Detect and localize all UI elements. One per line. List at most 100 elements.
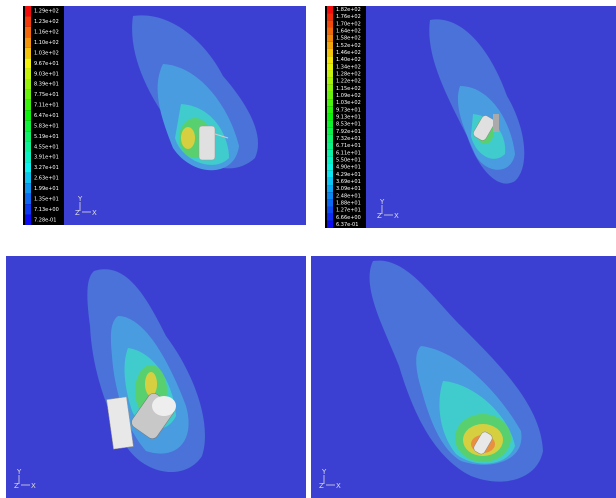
triad-label: Z	[14, 482, 19, 490]
colorbar-swatch	[25, 79, 31, 89]
colorbar-swatch	[327, 6, 333, 13]
colorbar-label: 5.19e+01	[34, 134, 59, 140]
colorbar-swatch	[327, 192, 333, 199]
cylinder	[199, 126, 215, 160]
colorbar-label: 7.13e+00	[34, 207, 59, 213]
colorbar-swatch	[25, 16, 31, 26]
colorbar-swatch	[327, 99, 333, 106]
colorbar-swatch	[327, 113, 333, 120]
colorbar-swatch	[25, 121, 31, 131]
triad-label: X	[31, 482, 36, 490]
colorbar-label: 7.11e+01	[34, 103, 59, 109]
colorbar-label: 6.11e+01	[336, 150, 361, 156]
contour-panel: 1.82e+021.76e+021.70e+021.64e+021.58e+02…	[325, 6, 616, 228]
colorbar-label: 1.10e+02	[34, 40, 59, 46]
colorbar-label: 7.28e-01	[34, 217, 56, 223]
triad-label: Z	[75, 209, 80, 217]
colorbar-swatch	[327, 207, 333, 214]
colorbar-swatch	[25, 131, 31, 141]
colorbar-label: 1.46e+02	[336, 50, 361, 56]
contour-panel: 1.29e+021.23e+021.16e+021.10e+021.03e+02…	[23, 6, 306, 225]
colorbar-swatch	[327, 149, 333, 156]
colorbar-label: 9.03e+01	[34, 71, 59, 77]
colorbar-swatch	[327, 56, 333, 63]
colorbar-swatch	[25, 58, 31, 68]
colorbar-label: 9.13e+01	[336, 115, 361, 121]
colorbar-label: 1.34e+02	[336, 64, 361, 70]
triad-label: Y	[77, 195, 83, 203]
colorbar-swatch	[327, 164, 333, 171]
colorbar-swatch	[327, 142, 333, 149]
colorbar-label: 1.23e+02	[34, 19, 59, 25]
triad-label: X	[92, 209, 97, 217]
colorbar-swatch	[327, 171, 333, 178]
colorbar-swatch	[327, 63, 333, 70]
triad-label: Y	[379, 198, 385, 206]
colorbar-label: 1.16e+02	[34, 30, 59, 36]
triad-label: Z	[319, 482, 324, 490]
triad-label: Z	[377, 212, 382, 220]
colorbar-swatch	[25, 183, 31, 193]
colorbar-label: 1.52e+02	[336, 43, 361, 49]
colorbar-label: 4.29e+01	[336, 172, 361, 178]
colorbar-swatch	[327, 78, 333, 85]
colorbar-label: 3.69e+01	[336, 179, 361, 185]
colorbar-label: 7.75e+01	[34, 92, 59, 98]
colorbar-swatch	[25, 89, 31, 99]
colorbar-label: 1.22e+02	[336, 79, 361, 85]
colorbar-label: 7.92e+01	[336, 129, 361, 135]
colorbar-swatch	[327, 121, 333, 128]
colorbar-swatch	[25, 152, 31, 162]
colorbar-swatch	[25, 215, 31, 225]
plume-hot	[145, 372, 157, 396]
colorbar-label: 6.71e+01	[336, 143, 361, 149]
colorbar-swatch	[25, 194, 31, 204]
colorbar-label: 8.39e+01	[34, 82, 59, 88]
colorbar-label: 1.99e+01	[34, 186, 59, 192]
colorbar-label: 4.90e+01	[336, 165, 361, 171]
colorbar-label: 2.63e+01	[34, 176, 59, 182]
colorbar-swatch	[25, 204, 31, 214]
colorbar-label: 1.82e+02	[336, 7, 361, 13]
colorbar-swatch	[327, 42, 333, 49]
contour-panel: YZX	[311, 256, 616, 498]
colorbar-label: 6.37e-01	[336, 222, 358, 228]
axis-triad: YZ X	[75, 195, 97, 217]
figure: 1.29e+021.23e+021.16e+021.10e+021.03e+02…	[0, 0, 616, 498]
colorbar-swatch	[25, 37, 31, 47]
colorbar-swatch	[327, 156, 333, 163]
colorbar-label: 1.35e+01	[34, 196, 59, 202]
colorbar-label: 1.27e+01	[336, 208, 361, 214]
colorbar-label: 4.55e+01	[34, 144, 59, 150]
colorbar-swatch	[327, 221, 333, 228]
colorbar-swatch	[327, 106, 333, 113]
colorbar-label: 5.83e+01	[34, 123, 59, 129]
colorbar-label: 1.70e+02	[336, 21, 361, 27]
colorbar-label: 1.29e+02	[34, 9, 59, 15]
colorbar-swatch	[25, 173, 31, 183]
colorbar-label: 8.53e+01	[336, 122, 361, 128]
colorbar-swatch	[25, 142, 31, 152]
colorbar-swatch	[327, 35, 333, 42]
triad-label: X	[336, 482, 341, 490]
colorbar-label: 5.50e+01	[336, 157, 361, 163]
colorbar-swatch	[25, 100, 31, 110]
colorbar-swatch	[327, 214, 333, 221]
colorbar-label: 1.64e+02	[336, 29, 361, 35]
colorbar-swatch	[327, 199, 333, 206]
colorbar-label: 9.73e+01	[336, 107, 361, 113]
plume-hot	[181, 127, 195, 149]
colorbar-label: 3.91e+01	[34, 155, 59, 161]
colorbar-label: 9.67e+01	[34, 61, 59, 67]
colorbar-swatch	[25, 110, 31, 120]
colorbar-swatch	[327, 70, 333, 77]
colorbar-swatch	[327, 178, 333, 185]
colorbar-label: 6.47e+01	[34, 113, 59, 119]
colorbar-label: 1.09e+02	[336, 93, 361, 99]
panel-plate	[493, 114, 499, 132]
colorbar-label: 1.15e+02	[336, 86, 361, 92]
